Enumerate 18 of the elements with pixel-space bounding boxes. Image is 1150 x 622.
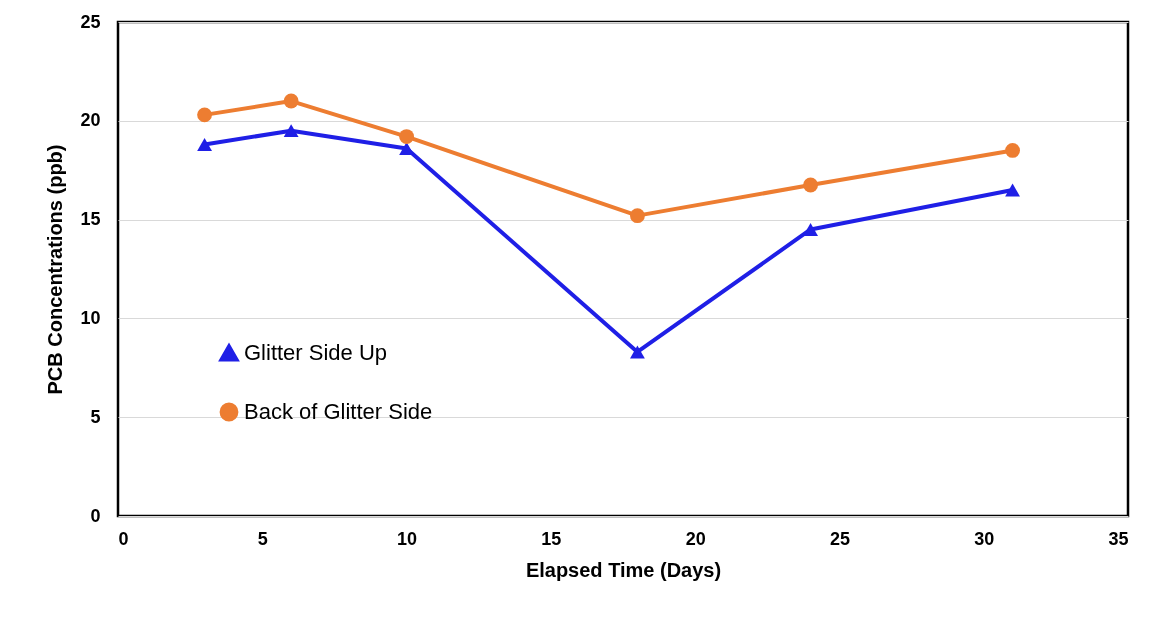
y-axis-title: PCB Concentrations (ppb) xyxy=(44,144,67,395)
y-tick-label: 15 xyxy=(80,209,101,230)
x-tick-label: 15 xyxy=(541,528,562,549)
y-tick-label: 20 xyxy=(80,110,101,131)
x-axis-title: Elapsed Time (Days) xyxy=(525,558,722,581)
y-tick-label: 0 xyxy=(90,505,101,526)
legend-label: Back of Glitter Side xyxy=(244,399,433,424)
x-tick-label: 35 xyxy=(1108,528,1129,549)
x-tick-label: 30 xyxy=(974,528,995,549)
x-tick-label: 0 xyxy=(118,528,129,549)
x-tick-label: 10 xyxy=(397,528,418,549)
x-tick-label: 25 xyxy=(829,528,850,549)
y-tick-label: 25 xyxy=(80,11,101,32)
y-tick-label: 5 xyxy=(90,406,101,427)
y-tick-label: 10 xyxy=(80,307,101,328)
x-tick-label: 5 xyxy=(257,528,268,549)
legend-label: Glitter Side Up xyxy=(244,340,388,365)
x-tick-label: 20 xyxy=(685,528,706,549)
